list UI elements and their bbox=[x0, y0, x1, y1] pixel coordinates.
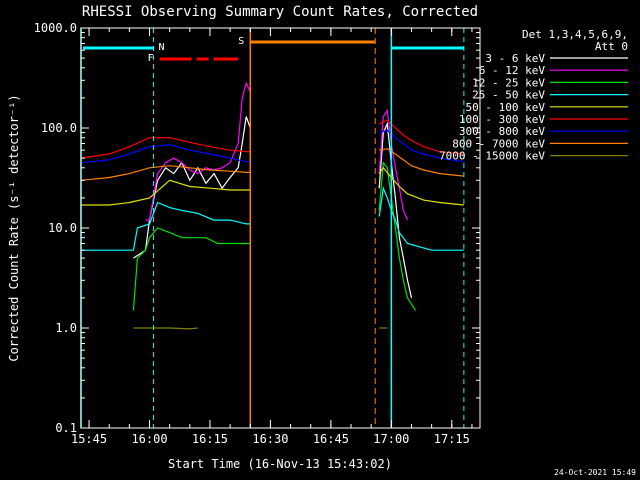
y-tick-label: 100.0 bbox=[41, 121, 77, 135]
legend-label: 3 - 6 keV bbox=[485, 52, 545, 65]
legend-label: 25 - 50 keV bbox=[472, 89, 545, 102]
series-line-25-50keV bbox=[81, 201, 251, 251]
legend-label: 7000 - 15000 keV bbox=[439, 150, 545, 163]
series-line-300-800keV bbox=[379, 129, 464, 163]
x-axis-label: Start Time (16-Nov-13 15:43:02) bbox=[168, 457, 392, 471]
x-tick-label: 16:45 bbox=[313, 432, 349, 446]
legend-header-line1: Det 1,3,4,5,6,9, bbox=[522, 28, 628, 41]
legend-label: 300 - 800 keV bbox=[459, 125, 545, 138]
series-line-50-100keV bbox=[378, 166, 464, 206]
plot-area: NF S bbox=[80, 27, 481, 429]
series-line-12-25keV bbox=[132, 227, 251, 311]
series-line-100-300keV bbox=[80, 137, 251, 159]
legend-label: 100 - 300 keV bbox=[459, 113, 545, 126]
y-tick-label: 10.0 bbox=[48, 221, 77, 235]
series-line-12-25keV bbox=[378, 161, 417, 311]
series-line-3-6keV bbox=[378, 121, 413, 299]
y-tick-label: 1.0 bbox=[55, 321, 77, 335]
series-line-25-50keV bbox=[378, 185, 464, 251]
legend-label: 12 - 25 keV bbox=[472, 76, 545, 89]
y-axis-ticks: 0.1 1.0 10.0 100.0 1000.0 bbox=[34, 21, 480, 435]
series-line-50-100keV bbox=[81, 179, 251, 206]
y-tick-label: 0.1 bbox=[55, 421, 77, 435]
annotation-label-n: N bbox=[159, 42, 165, 53]
legend-header-line2: Att 0 bbox=[595, 40, 628, 53]
annotation-label-f: F bbox=[148, 53, 154, 64]
x-tick-label: 16:30 bbox=[252, 432, 288, 446]
x-tick-label: 15:45 bbox=[71, 432, 107, 446]
x-axis-ticks: 15:45 16:00 16:15 16:30 16:45 17:00 17:15 bbox=[71, 28, 473, 446]
series-line-300-800keV bbox=[80, 144, 251, 164]
series-line-6-12keV bbox=[378, 108, 409, 221]
series-line-7000-15000keV bbox=[133, 327, 198, 330]
series-line-800-7000keV bbox=[80, 165, 251, 181]
x-tick-label: 16:15 bbox=[192, 432, 228, 446]
annotation-label-s: S bbox=[238, 36, 244, 47]
legend-label: 6 - 12 keV bbox=[479, 64, 546, 77]
series-line-6-12keV bbox=[145, 81, 251, 221]
legend-label: 50 - 100 keV bbox=[466, 101, 546, 114]
date-stamp: 24-Oct-2021 15:49 bbox=[554, 468, 636, 477]
legend-label: 800 - 7000 keV bbox=[452, 137, 545, 150]
chart-title: RHESSI Observing Summary Count Rates, Co… bbox=[82, 4, 478, 20]
y-axis-label: Corrected Count Rate (s⁻¹ detector⁻¹) bbox=[7, 94, 21, 361]
series-line-100-300keV bbox=[378, 119, 464, 155]
series-line-800-7000keV bbox=[379, 148, 464, 177]
x-tick-label: 16:00 bbox=[131, 432, 167, 446]
y-tick-label: 1000.0 bbox=[34, 21, 77, 35]
x-tick-label: 17:15 bbox=[434, 432, 470, 446]
x-tick-label: 17:00 bbox=[373, 432, 409, 446]
